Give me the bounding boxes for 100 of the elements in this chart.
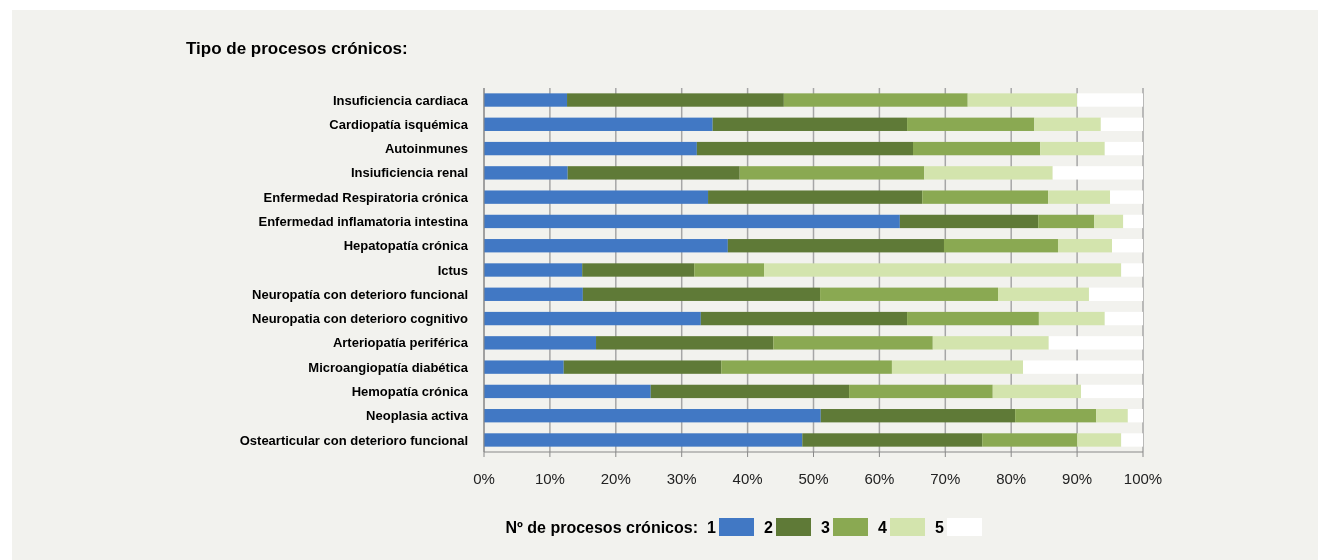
bar: [1048, 336, 1143, 350]
y-tick-label: Microangiopatía diabética: [308, 359, 469, 375]
bar: [484, 263, 583, 277]
bar: [567, 166, 740, 180]
y-tick-label: Enfermedad inflamatoria intestina: [258, 213, 469, 229]
bar: [982, 433, 1078, 447]
bar: [484, 93, 568, 107]
bar: [820, 287, 999, 301]
bar: [1052, 166, 1143, 180]
bar: [899, 214, 1039, 229]
legend-label: 4: [878, 518, 887, 536]
legend-label: 2: [764, 518, 773, 536]
bar: [484, 141, 697, 156]
bar: [764, 263, 1122, 277]
bar: [943, 239, 1058, 253]
bar: [1081, 384, 1143, 399]
bar: [739, 166, 925, 180]
x-tick-label: 40%: [732, 470, 763, 487]
bar: [1096, 409, 1128, 423]
bar: [484, 166, 568, 180]
bar: [484, 336, 597, 350]
bar: [932, 336, 1049, 350]
bar: [582, 263, 695, 277]
bar: [1015, 409, 1097, 423]
bar: [700, 311, 908, 326]
bar: [1034, 117, 1101, 131]
bar: [582, 287, 821, 301]
bar: [783, 93, 968, 107]
bar: [1104, 311, 1143, 326]
bar: [1127, 409, 1143, 423]
bar: [484, 190, 709, 204]
bar: [1038, 214, 1095, 229]
y-tick-label: Neoplasia activa: [366, 408, 469, 424]
bar: [967, 93, 1078, 107]
bar: [907, 117, 1035, 131]
x-tick-label: 30%: [666, 470, 697, 487]
bar: [727, 239, 944, 253]
y-tick-label: Autoinmunes: [384, 141, 468, 157]
bar: [1088, 287, 1143, 301]
x-tick-label: 70%: [930, 470, 961, 487]
bar: [1077, 93, 1143, 107]
y-tick-label: Insuficiencia cardiaca: [332, 92, 469, 108]
x-tick-label: 10%: [534, 470, 565, 487]
bar: [1104, 141, 1143, 156]
x-tick-label: 100%: [1123, 470, 1163, 487]
bar: [484, 214, 900, 229]
bar: [712, 117, 908, 131]
legend-label: 3: [821, 518, 830, 536]
bar: [998, 287, 1089, 301]
bar: [913, 141, 1041, 156]
bar: [1023, 360, 1143, 374]
legend-title: Nº de procesos crónicos:: [505, 518, 698, 536]
bar: [1048, 190, 1111, 204]
x-tick-label: 80%: [996, 470, 1027, 487]
y-tick-label: Neuropatía con deterioro funcional: [252, 286, 468, 302]
bar: [820, 409, 1016, 423]
y-tick-label: Hepatopatía crónica: [343, 238, 469, 254]
bar: [1077, 433, 1122, 447]
x-tick-label: 90%: [1062, 470, 1093, 487]
y-tick-label: Ostearticular con deterioro funcional: [239, 432, 468, 448]
bar: [1040, 141, 1105, 156]
bar: [992, 384, 1082, 399]
bar: [567, 93, 784, 107]
bar: [484, 239, 728, 253]
bar: [1121, 433, 1143, 447]
legend-label: 5: [935, 518, 944, 536]
bar: [650, 384, 850, 399]
bar: [849, 384, 993, 399]
bar: [484, 409, 821, 423]
bar: [907, 311, 1039, 326]
text: Tipo de procesos crónicos:: [186, 39, 408, 58]
bar: [891, 360, 1024, 374]
bar: [696, 141, 914, 156]
bar: [1112, 239, 1143, 253]
bar: [484, 311, 701, 326]
y-tick-label: Arteriopatía periférica: [332, 335, 469, 351]
legend-label: 1: [707, 518, 716, 536]
bar: [802, 433, 983, 447]
y-tick-label: Neuropatia con deterioro cognitivo: [252, 311, 469, 327]
x-tick-label: 60%: [864, 470, 895, 487]
bar: [1100, 117, 1143, 131]
bar: [484, 287, 583, 301]
bar: [484, 117, 713, 131]
x-tick-label: 50%: [798, 470, 829, 487]
y-tick-label: Ictus: [437, 262, 468, 278]
bar: [708, 190, 923, 204]
bar: [1094, 214, 1124, 229]
bar: [596, 336, 774, 350]
bar: [1121, 263, 1143, 277]
y-tick-label: Enfermedad Respiratoria crónica: [263, 189, 469, 205]
x-tick-label: 20%: [600, 470, 631, 487]
bar: [484, 384, 651, 399]
bar: [1038, 311, 1105, 326]
bar: [773, 336, 933, 350]
bar: [1123, 214, 1143, 229]
bar: [721, 360, 892, 374]
y-tick-label: Hemopatía crónica: [351, 383, 469, 399]
y-tick-label: Insiuficiencia renal: [350, 165, 468, 181]
bar: [924, 166, 1053, 180]
bar: [563, 360, 722, 374]
